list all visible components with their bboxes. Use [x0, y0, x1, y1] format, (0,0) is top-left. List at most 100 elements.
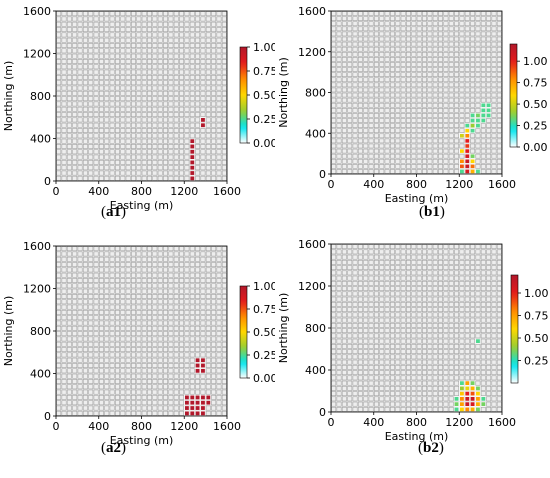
data-cell [486, 102, 492, 108]
colorbar-tick-label: 1.00 [524, 287, 549, 300]
data-cell [459, 164, 465, 169]
y-axis-label: Northing (m) [277, 293, 290, 364]
data-cell [464, 391, 470, 396]
data-cell [475, 169, 481, 174]
data-cell [470, 380, 476, 386]
colorbar-tick-label: 0.25 [523, 120, 548, 133]
data-cell [189, 160, 195, 165]
y-tick-label: 0 [44, 410, 51, 423]
y-axis-label: Northing (m) [2, 296, 15, 367]
data-cell [459, 133, 465, 139]
y-tick-label: 1200 [298, 280, 326, 293]
data-cell [470, 401, 476, 407]
colorbar-tick-label: 1.00 [253, 280, 275, 293]
data-cell [470, 113, 476, 118]
data-cell [470, 391, 476, 396]
data-cell [205, 395, 211, 400]
data-cell [200, 405, 206, 411]
data-cell [459, 407, 465, 412]
data-cell [459, 158, 465, 164]
data-cell [475, 401, 481, 407]
colorbar-tick-label: 0.00 [523, 141, 548, 154]
data-cell [200, 117, 206, 123]
data-cell [480, 401, 486, 407]
y-tick-label: 800 [305, 322, 326, 335]
data-cell [189, 149, 195, 155]
data-cell [475, 338, 481, 344]
data-cell [195, 368, 201, 374]
panel-caption-id: b1 [424, 204, 440, 220]
data-cell [470, 396, 476, 402]
data-cell [454, 396, 459, 402]
data-cell [464, 143, 470, 149]
grid-cells [56, 11, 227, 181]
x-tick-label: 1600 [213, 420, 241, 433]
data-cell [464, 380, 470, 386]
x-tick-label: 400 [363, 178, 384, 191]
x-tick-label: 1200 [445, 178, 473, 191]
data-cell [195, 405, 201, 411]
panel-caption-id: a1 [106, 204, 121, 220]
y-tick-label: 400 [30, 368, 51, 381]
data-cell [195, 400, 201, 406]
data-cell [200, 363, 206, 368]
data-cell [189, 165, 195, 171]
data-cell [459, 148, 465, 154]
y-axis-label: Northing (m) [2, 61, 15, 132]
data-cell [470, 118, 476, 123]
colorbar [510, 274, 519, 384]
colorbar-tick-label: 0.00 [253, 137, 275, 150]
colorbar-tick-label: 0.25 [253, 113, 275, 126]
data-cell [459, 396, 465, 402]
x-tick-label: 400 [88, 420, 109, 433]
colorbar-tick-label: 0.50 [524, 332, 549, 345]
data-cell [195, 395, 201, 400]
data-cell [464, 164, 470, 169]
panel-caption: (a1) [101, 204, 126, 220]
data-cell [464, 401, 470, 407]
colorbar-tick-label: 0.75 [524, 310, 549, 323]
data-cell [189, 405, 195, 411]
x-tick-label: 1600 [488, 416, 516, 429]
data-cell [464, 153, 470, 159]
data-cell [464, 158, 470, 164]
data-cell [464, 148, 470, 154]
x-tick-label: 0 [53, 420, 60, 433]
chart-a2: 0 400 800 1200 1600 0 400 800 1200 1600 Easting (m… [2, 240, 275, 447]
x-tick-label: 800 [406, 178, 427, 191]
colorbar-tick-label: 0.25 [524, 355, 549, 368]
panel-a1: 0 400 800 1200 1600 0 400 800 1200 1600 Easting (m… [0, 0, 275, 239]
data-cell [464, 138, 470, 144]
data-cell [195, 410, 201, 416]
panel-caption-id: b2 [423, 440, 439, 456]
data-cell [480, 108, 486, 113]
data-cell [470, 169, 476, 174]
data-cell [464, 407, 470, 412]
data-cell [200, 395, 206, 400]
panel-caption-id: a2 [106, 440, 121, 456]
panel-caption: (b1) [419, 204, 445, 220]
data-cell [475, 407, 481, 412]
y-tick-label: 1600 [298, 239, 326, 251]
data-cell [475, 396, 481, 402]
data-cell [475, 113, 481, 118]
data-cell [480, 102, 486, 108]
data-cell [470, 158, 476, 164]
data-cell [480, 396, 486, 402]
data-cell [459, 169, 465, 174]
y-tick-label: 0 [319, 168, 326, 181]
data-cell [189, 138, 195, 144]
panel-caption: (a2) [101, 440, 126, 456]
data-cell [459, 386, 465, 391]
x-tick-label: 400 [363, 416, 384, 429]
data-cell [189, 400, 195, 406]
grid-cells [56, 246, 227, 416]
data-cell [189, 410, 195, 416]
x-axis-label: Easting (m) [385, 430, 449, 443]
data-cell [189, 170, 195, 176]
y-tick-label: 800 [305, 87, 326, 100]
data-cell [486, 113, 492, 118]
data-cell [486, 108, 492, 113]
data-cell [200, 122, 206, 128]
data-cell [195, 363, 201, 368]
